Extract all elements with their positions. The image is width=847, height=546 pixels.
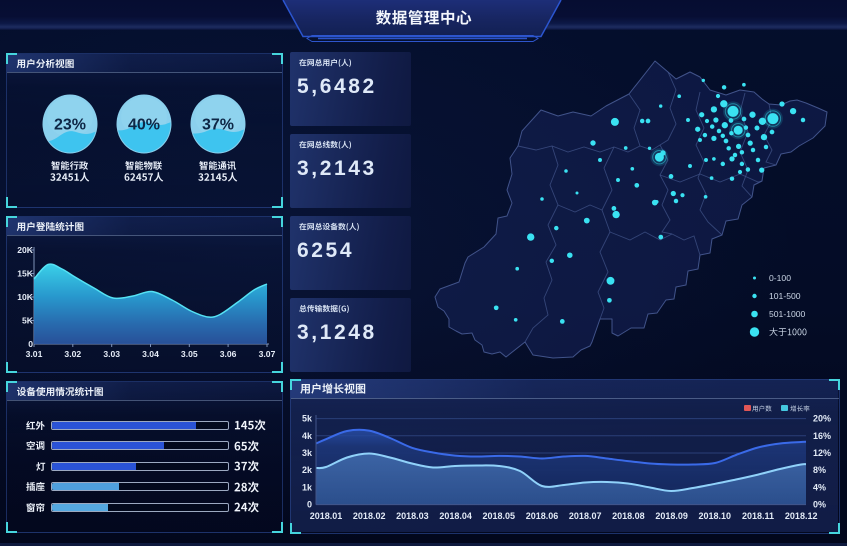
svg-text:5k: 5k bbox=[302, 414, 313, 424]
svg-text:3.07: 3.07 bbox=[259, 349, 276, 359]
svg-text:37%: 37% bbox=[202, 117, 234, 134]
svg-text:4%: 4% bbox=[813, 482, 826, 492]
svg-text:8%: 8% bbox=[813, 465, 826, 475]
svg-text:2018.02: 2018.02 bbox=[353, 511, 386, 521]
svg-text:2018.07: 2018.07 bbox=[569, 511, 602, 521]
svg-text:0-100: 0-100 bbox=[769, 273, 791, 283]
svg-text:2018.08: 2018.08 bbox=[612, 511, 645, 521]
svg-text:1k: 1k bbox=[302, 482, 313, 492]
svg-text:4k: 4k bbox=[302, 431, 313, 441]
svg-text:2018.05: 2018.05 bbox=[483, 511, 516, 521]
svg-text:3.06: 3.06 bbox=[220, 349, 237, 359]
svg-text:3.05: 3.05 bbox=[181, 349, 198, 359]
svg-text:15K: 15K bbox=[17, 269, 34, 279]
svg-text:101-500: 101-500 bbox=[769, 291, 801, 301]
svg-text:2018.04: 2018.04 bbox=[439, 511, 472, 521]
svg-text:3.01: 3.01 bbox=[26, 349, 43, 359]
svg-text:2018.12: 2018.12 bbox=[785, 511, 818, 521]
svg-text:501-1000: 501-1000 bbox=[769, 309, 806, 319]
svg-text:2018.06: 2018.06 bbox=[526, 511, 559, 521]
svg-text:0: 0 bbox=[28, 339, 33, 349]
svg-text:3.04: 3.04 bbox=[142, 349, 159, 359]
svg-text:2018.03: 2018.03 bbox=[396, 511, 429, 521]
svg-text:2018.10: 2018.10 bbox=[699, 511, 732, 521]
svg-text:16%: 16% bbox=[813, 431, 831, 441]
svg-text:20K: 20K bbox=[17, 245, 34, 255]
svg-text:40%: 40% bbox=[128, 117, 160, 134]
svg-text:3k: 3k bbox=[302, 448, 313, 458]
svg-text:23%: 23% bbox=[54, 117, 86, 134]
svg-text:20%: 20% bbox=[813, 414, 831, 424]
svg-text:2018.01: 2018.01 bbox=[310, 511, 343, 521]
svg-text:2k: 2k bbox=[302, 465, 313, 475]
svg-text:5K: 5K bbox=[22, 316, 34, 326]
svg-text:10K: 10K bbox=[17, 292, 34, 302]
svg-text:2018.09: 2018.09 bbox=[655, 511, 688, 521]
svg-text:0%: 0% bbox=[813, 500, 826, 510]
svg-text:3.03: 3.03 bbox=[103, 349, 120, 359]
svg-text:12%: 12% bbox=[813, 448, 831, 458]
svg-text:0: 0 bbox=[307, 500, 312, 510]
svg-text:3.02: 3.02 bbox=[64, 349, 81, 359]
svg-text:2018.11: 2018.11 bbox=[742, 511, 774, 521]
